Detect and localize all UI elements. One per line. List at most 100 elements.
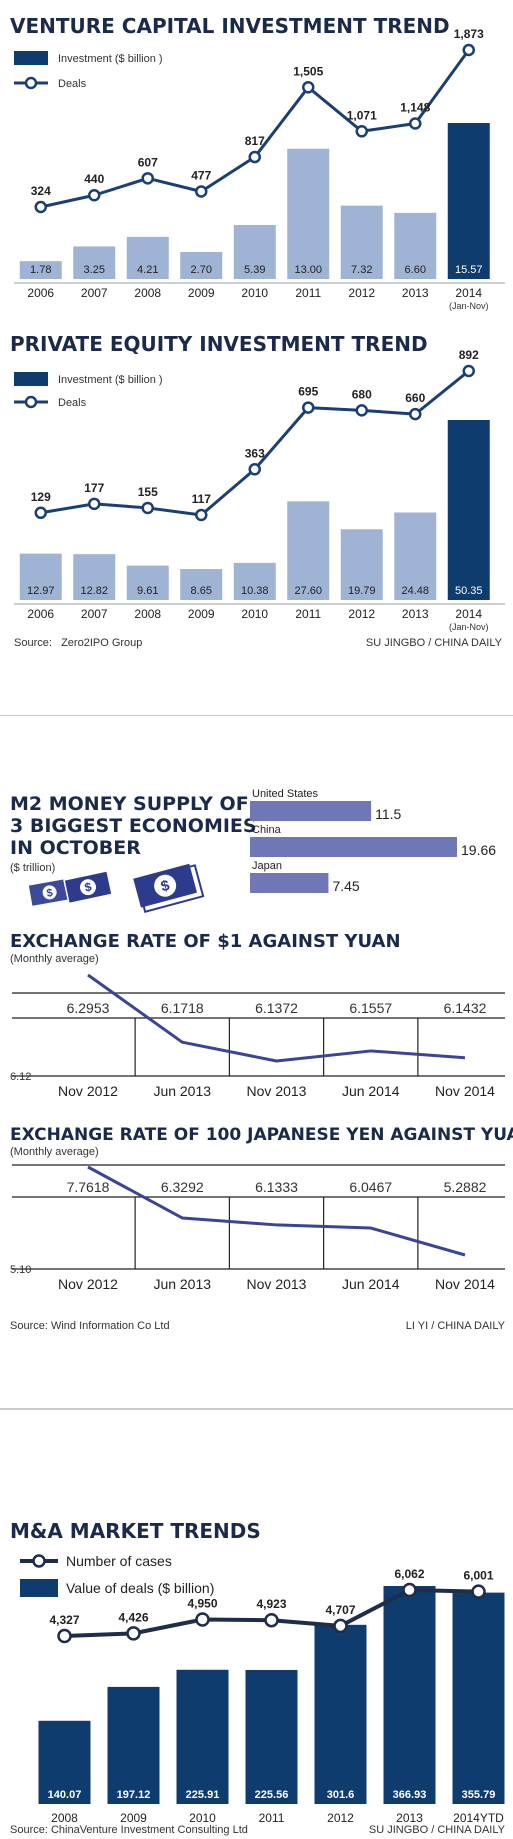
bar-value-label: 8.65 <box>191 585 212 597</box>
x-tick-label: Jun 2014 <box>342 1276 400 1292</box>
bar-2011 <box>287 501 330 600</box>
bar-value-label: 225.91 <box>186 1789 220 1801</box>
pe-legend-bar-label: Investment ($ billion ) <box>58 374 163 386</box>
line-point-label: 155 <box>138 485 158 499</box>
line-point <box>355 125 368 138</box>
bar-value-label: 366.93 <box>393 1789 427 1801</box>
bar-2014 <box>447 420 490 600</box>
m2-title-line1: M2 MONEY SUPPLY OF <box>10 793 249 815</box>
bar-2010 <box>176 1669 229 1804</box>
bar-value-label: 19.79 <box>348 585 376 597</box>
line-point <box>302 401 315 414</box>
line-point-label: 6,062 <box>394 1567 424 1581</box>
ex1-subtitle: (Monthly average) <box>10 953 99 965</box>
bar-2013 <box>394 512 437 600</box>
line-point <box>141 501 154 515</box>
bar-value-label: 12.82 <box>80 585 108 597</box>
x-tick-note: (Jan-Nov) <box>449 301 489 311</box>
bar-value-label: 10.38 <box>241 585 269 597</box>
line-point-label: 129 <box>31 490 51 504</box>
vc-legend-bar-swatch <box>14 51 48 65</box>
m2-category-label: Japan <box>252 860 282 872</box>
bar-2013 <box>383 1586 436 1804</box>
m2-unit-label: ($ trillion) <box>10 862 55 874</box>
vc-legend-marker <box>24 76 38 90</box>
bar-value-label: 9.61 <box>137 585 158 597</box>
x-tick-label: Nov 2014 <box>435 1083 495 1099</box>
rate-value-label: 6.3292 <box>161 1179 204 1195</box>
bar-value-label: 13.00 <box>294 264 322 276</box>
bar-2006 <box>19 261 62 279</box>
m2-value-label: 7.45 <box>332 878 359 894</box>
x-tick-label: Nov 2013 <box>247 1276 307 1292</box>
bar-value-label: 4.21 <box>137 264 158 276</box>
line-point-label: 440 <box>84 172 104 186</box>
x-tick-label: 2010 <box>189 1811 216 1825</box>
ex2-subtitle: (Monthly average) <box>10 1146 99 1158</box>
m2-category-label: China <box>252 824 282 836</box>
section1-source: Source: Zero2IPO Group <box>14 637 142 649</box>
m2-bar <box>250 801 372 821</box>
bar-2008 <box>126 565 169 600</box>
line-point-label: 4,707 <box>325 1603 355 1617</box>
line-point <box>57 1628 72 1644</box>
x-tick-label: 2007 <box>81 286 108 300</box>
line-point <box>409 407 422 421</box>
bar-value-label: 355.79 <box>462 1789 496 1801</box>
x-tick-label: 2010 <box>241 286 268 300</box>
x-tick-label: 2014 <box>455 286 482 300</box>
bar-value-label: 2.70 <box>191 264 212 276</box>
ex2-title: EXCHANGE RATE OF 100 JAPANESE YEN AGAINS… <box>10 1125 513 1145</box>
bar-2012 <box>340 205 383 279</box>
axis-baseline-label: 6.12 <box>10 1071 31 1083</box>
line-point <box>195 508 208 522</box>
rate-line <box>87 973 466 1063</box>
vc-title: VENTURE CAPITAL INVESTMENT TREND <box>10 14 450 38</box>
bar-2008 <box>126 236 169 279</box>
bar-2009 <box>180 251 223 279</box>
line-point <box>355 404 368 417</box>
x-tick-label: 2010 <box>241 607 268 621</box>
x-tick-label: 2006 <box>27 286 54 300</box>
bar-value-label: 197.12 <box>117 1789 151 1801</box>
x-tick-label: 2013 <box>396 1811 423 1825</box>
axis-baseline-label: 5.10 <box>10 1264 31 1276</box>
rate-line <box>87 1165 466 1257</box>
x-tick-label: 2011 <box>259 1811 285 1825</box>
line-point <box>248 463 261 476</box>
section3-credit: SU JINGBO / CHINA DAILY <box>369 1824 506 1836</box>
x-tick-label: 2009 <box>120 1811 147 1825</box>
rate-value-label: 6.1718 <box>161 1000 204 1016</box>
pe-legend-bar-swatch <box>14 372 48 386</box>
line-point <box>195 185 208 198</box>
ma-plot: 140.07 2008 197.12 2009 225.91 2010 225.56 2011… <box>38 1567 505 1825</box>
line-point-label: 4,426 <box>118 1610 148 1624</box>
line-point-label: 817 <box>245 134 265 148</box>
line-point-label: 680 <box>352 387 372 401</box>
line-point <box>462 364 475 378</box>
ma-market-chart: M&A MARKET TRENDS Number of cases Value … <box>10 1519 506 1836</box>
x-tick-label: 2006 <box>27 607 54 621</box>
money-supply-and-exchange-charts: M2 MONEY SUPPLY OF 3 BIGGEST ECONOMIES I… <box>0 715 513 1410</box>
x-tick-label: 2012 <box>348 286 375 300</box>
rate-value-label: 6.1557 <box>349 1000 392 1016</box>
section1-credit: SU JINGBO / CHINA DAILY <box>366 637 503 649</box>
bar-value-label: 301.6 <box>327 1789 355 1801</box>
pe-legend-line-label: Deals <box>58 397 87 409</box>
m2-title-line2: 3 BIGGEST ECONOMIES <box>10 815 257 837</box>
x-tick-label: 2013 <box>402 607 429 621</box>
svg-text:$: $ <box>83 880 93 895</box>
line-point <box>88 188 101 202</box>
x-tick-label: 2012 <box>327 1811 354 1825</box>
bar-2009 <box>107 1686 160 1804</box>
x-tick-label: 2008 <box>134 286 161 300</box>
bar-value-label: 24.48 <box>401 585 429 597</box>
line-point-label: 4,923 <box>256 1597 286 1611</box>
bar-value-label: 3.25 <box>84 264 105 276</box>
m2-value-label: 11.5 <box>375 806 401 822</box>
line-point-label: 4,950 <box>187 1596 217 1610</box>
x-tick-label: Jun 2014 <box>342 1083 400 1099</box>
ma-legend-marker <box>32 1554 46 1568</box>
line-point <box>141 172 154 185</box>
section3-source: Source: ChinaVenture Investment Consulti… <box>10 1824 248 1836</box>
